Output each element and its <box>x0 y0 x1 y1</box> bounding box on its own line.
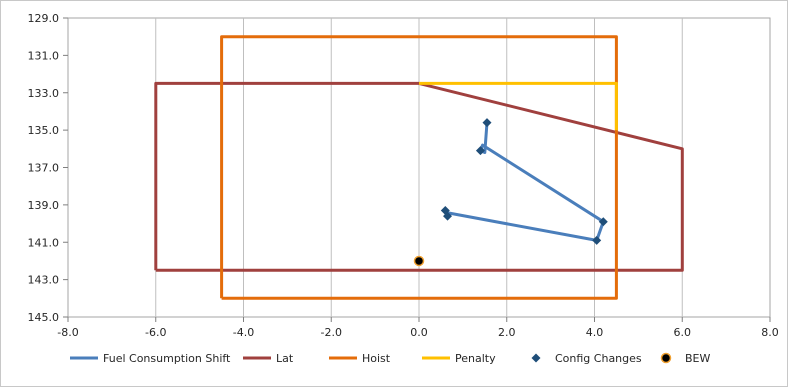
series-line-penalty <box>419 81 618 131</box>
x-tick-label: -2.0 <box>321 326 342 339</box>
axis-layer: 129.0 131.0 133.0 135.0 137.0 139.0 141.0 143.0… <box>28 12 779 339</box>
legend-swatch-bew <box>660 352 672 364</box>
x-tick-label: -4.0 <box>233 326 254 339</box>
bew-point <box>413 255 425 267</box>
legend-label-config-changes: Config Changes <box>555 352 642 365</box>
legend-label-penalty: Penalty <box>455 352 496 365</box>
y-tick-label: 133.0 <box>28 87 60 100</box>
config-change-point <box>598 217 608 227</box>
legend: Fuel Consumption Shift Lat Hoist Penalty Con… <box>70 352 710 365</box>
y-tick-label: 135.0 <box>28 124 60 137</box>
legend-label-fuel-consumption-shift: Fuel Consumption Shift <box>103 352 231 365</box>
x-tick-label: -6.0 <box>145 326 166 339</box>
y-tick-label: 143.0 <box>28 274 60 287</box>
series-line-fuel-consumption-shift <box>443 122 605 242</box>
legend-swatch-config-changes <box>531 353 541 363</box>
marker-layer <box>413 118 608 267</box>
config-change-point <box>482 118 492 128</box>
y-tick-label: 145.0 <box>28 311 60 324</box>
y-tick-label: 137.0 <box>28 162 60 175</box>
x-tick-label: 6.0 <box>674 326 692 339</box>
y-tick-label: 131.0 <box>28 49 60 62</box>
x-tick-label: 4.0 <box>586 326 604 339</box>
x-tick-label: 0.0 <box>410 326 428 339</box>
series-line-lat <box>154 81 684 272</box>
config-change-point <box>440 205 450 215</box>
config-change-point <box>592 235 602 245</box>
series-line-hoist <box>220 35 618 300</box>
config-change-point <box>475 146 485 156</box>
grid-layer <box>67 17 771 318</box>
y-tick-label: 139.0 <box>28 199 60 212</box>
legend-label-bew: BEW <box>685 352 710 365</box>
x-tick-label: 2.0 <box>498 326 516 339</box>
legend-label-hoist: Hoist <box>362 352 391 365</box>
x-tick-label: 8.0 <box>761 326 779 339</box>
y-tick-label: 141.0 <box>28 236 60 249</box>
legend-label-lat: Lat <box>276 352 294 365</box>
y-tick-label: 129.0 <box>28 12 60 25</box>
x-tick-label: -8.0 <box>57 326 78 339</box>
